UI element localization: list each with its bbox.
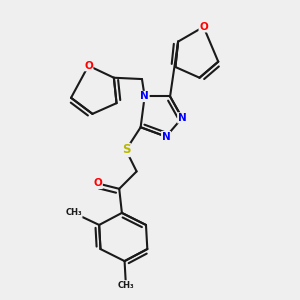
Text: O: O <box>84 61 93 71</box>
Text: N: N <box>162 132 170 142</box>
Text: CH₃: CH₃ <box>118 281 134 290</box>
Text: CH₃: CH₃ <box>65 208 82 217</box>
Text: O: O <box>93 178 102 188</box>
Text: N: N <box>178 113 187 123</box>
Text: O: O <box>199 22 208 32</box>
Text: N: N <box>140 92 149 101</box>
Text: S: S <box>122 143 130 157</box>
